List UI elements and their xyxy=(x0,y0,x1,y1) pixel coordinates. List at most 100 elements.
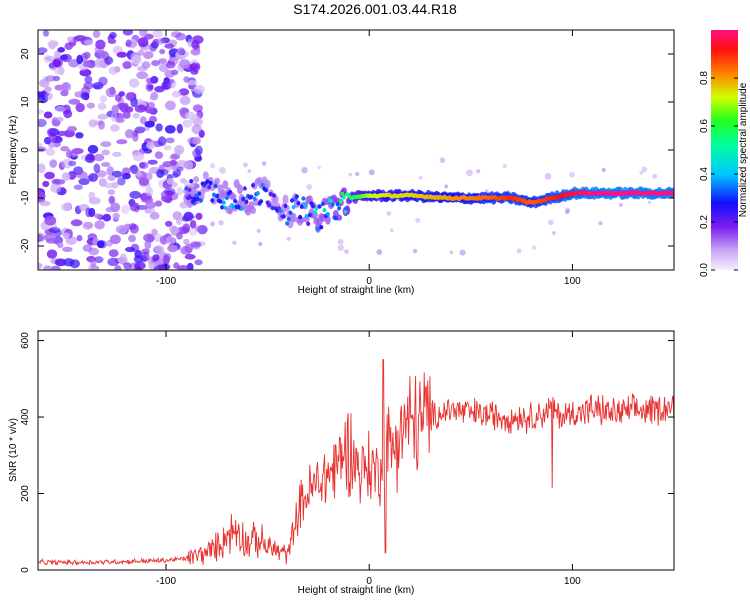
noise-blob xyxy=(183,211,194,222)
snr-y-tick-label: 400 xyxy=(20,408,31,425)
ridge-core xyxy=(197,191,202,196)
noise-blob xyxy=(145,186,153,197)
snr-series-line xyxy=(38,359,674,566)
scatter-blob xyxy=(209,221,216,227)
noise-blob xyxy=(192,136,201,145)
noise-blob xyxy=(187,79,198,86)
noise-blob xyxy=(54,258,67,267)
scatter-blob xyxy=(466,169,473,177)
noise-blob xyxy=(151,228,158,236)
noise-blob xyxy=(189,220,197,229)
ridge-core xyxy=(199,198,203,203)
noise-blob xyxy=(150,91,159,101)
noise-blob xyxy=(52,57,64,68)
ridge-core xyxy=(223,205,228,210)
noise-blob xyxy=(75,170,88,179)
noise-blob xyxy=(169,159,178,166)
noise-blob xyxy=(165,137,175,144)
ridge-halo xyxy=(237,184,243,195)
noise-blob xyxy=(108,38,117,44)
colorbar-tick-label: 0.2 xyxy=(699,215,710,229)
heatmap-x-axis-label: Height of straight line (km) xyxy=(298,285,415,296)
noise-blob xyxy=(162,254,170,265)
scatter-blob xyxy=(639,170,644,175)
ridge-core xyxy=(221,200,226,205)
noise-blob xyxy=(165,60,176,69)
noise-blob xyxy=(166,178,174,185)
noise-blob xyxy=(63,232,70,239)
noise-blob xyxy=(60,89,69,97)
noise-blob xyxy=(85,207,92,218)
colorbar-tick-label: 0.0 xyxy=(699,263,710,277)
colorbar-tick-label: 0.4 xyxy=(699,167,710,181)
snr-y-tick-label: 0 xyxy=(20,567,31,573)
noise-blob xyxy=(101,162,111,167)
noise-blob xyxy=(97,102,107,110)
noise-blob xyxy=(116,51,128,58)
ridge-core xyxy=(296,201,301,206)
ridge-core xyxy=(207,185,212,190)
noise-blob xyxy=(176,47,186,55)
heatmap-x-tick-label: -100 xyxy=(156,276,176,287)
noise-blob xyxy=(112,151,122,157)
ridge-halo xyxy=(193,176,200,183)
ridge-core xyxy=(251,183,255,188)
noise-blob xyxy=(170,153,181,160)
scatter-blob xyxy=(218,220,224,226)
noise-blob xyxy=(158,58,168,64)
ridge-core xyxy=(244,199,249,205)
noise-blob xyxy=(38,142,43,148)
noise-blob xyxy=(54,50,61,61)
noise-blob xyxy=(151,60,161,67)
noise-blob xyxy=(44,215,57,226)
ridge-core xyxy=(291,204,296,210)
noise-blob xyxy=(67,126,77,132)
ridge-core xyxy=(184,186,189,191)
noise-blob xyxy=(117,177,126,186)
scatter-blob xyxy=(641,166,648,173)
scatter-blob xyxy=(258,242,263,247)
noise-blob xyxy=(54,105,67,113)
noise-blob xyxy=(137,127,144,134)
ridge-core xyxy=(225,195,229,201)
noise-blob xyxy=(123,262,132,270)
noise-blob xyxy=(176,123,183,134)
noise-blob xyxy=(183,76,190,83)
scatter-blob xyxy=(619,203,623,207)
colorbar-tick-label: 0.8 xyxy=(699,71,710,85)
ridge-core xyxy=(338,199,343,204)
ridge-core xyxy=(342,195,346,200)
noise-blob xyxy=(64,42,73,50)
noise-blob xyxy=(76,234,83,242)
noise-blob xyxy=(140,255,148,263)
scatter-blob xyxy=(261,161,267,166)
noise-blob xyxy=(61,172,71,181)
noise-blob xyxy=(39,200,51,207)
heatmap-y-tick-label: 10 xyxy=(20,96,31,108)
noise-blob xyxy=(44,56,57,62)
ridge-core xyxy=(320,201,325,207)
noise-blob xyxy=(73,184,83,190)
noise-blob xyxy=(95,39,106,50)
noise-blob xyxy=(153,245,165,253)
noise-blob xyxy=(44,92,53,101)
noise-blob xyxy=(139,161,149,169)
ridge-halo xyxy=(230,193,237,200)
ridge-core xyxy=(330,202,335,207)
ridge-core xyxy=(210,198,215,203)
scatter-blob xyxy=(552,231,556,235)
noise-blob xyxy=(124,246,136,253)
noise-blob xyxy=(70,219,83,227)
noise-blob xyxy=(88,191,96,200)
heatmap-marks xyxy=(38,30,674,270)
ridge-core xyxy=(286,216,291,222)
noise-blob xyxy=(65,149,73,159)
ridge-core xyxy=(288,210,293,215)
noise-blob xyxy=(165,235,176,245)
noise-blob xyxy=(107,189,115,196)
ridge-halo xyxy=(264,179,271,189)
noise-blob xyxy=(156,38,165,45)
heatmap-y-tick-label: -10 xyxy=(20,190,31,205)
